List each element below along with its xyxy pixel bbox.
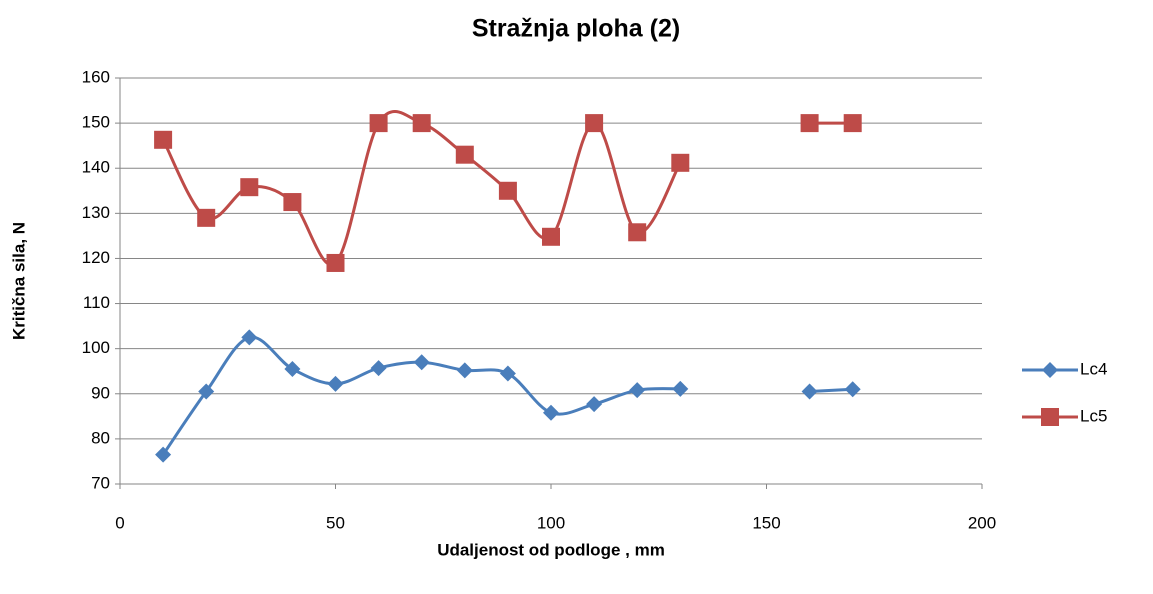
- data-point: [456, 362, 473, 379]
- x-tick-label: 0: [115, 513, 124, 532]
- chart-title: Stražnja ploha (2): [472, 15, 680, 43]
- data-point: [499, 365, 516, 382]
- series-line: [161, 335, 853, 456]
- y-tick-label: 120: [82, 248, 110, 267]
- legend-marker: [1041, 408, 1059, 426]
- data-point: [198, 383, 215, 400]
- x-tick-label: 150: [752, 513, 780, 532]
- x-axis-label: Udaljenost od podloge , mm: [437, 540, 665, 559]
- y-tick-label: 130: [82, 203, 110, 222]
- legend-label: Lc5: [1080, 406, 1107, 425]
- y-tick-label: 70: [91, 473, 110, 492]
- data-point: [241, 329, 258, 346]
- data-point: [800, 114, 819, 133]
- data-point: [413, 354, 430, 371]
- y-tick-label: 140: [82, 158, 110, 177]
- data-point: [672, 380, 689, 397]
- data-point: [586, 396, 603, 413]
- y-tick-label: 150: [82, 113, 110, 132]
- data-point: [240, 178, 259, 197]
- legend-label: Lc4: [1080, 359, 1107, 378]
- y-tick-label: 100: [82, 338, 110, 357]
- y-tick-label: 160: [82, 67, 110, 86]
- y-axis-label: Kritična sila, N: [9, 222, 28, 340]
- y-tick-label: 110: [83, 293, 110, 312]
- data-point: [327, 375, 344, 392]
- data-point: [801, 383, 818, 400]
- y-tick-label: 90: [91, 383, 110, 402]
- data-point: [155, 446, 172, 463]
- data-point: [154, 130, 173, 149]
- data-point: [843, 114, 862, 133]
- legend-marker: [1042, 362, 1058, 378]
- data-point: [370, 360, 387, 377]
- data-point: [628, 223, 647, 242]
- data-point: [498, 181, 517, 200]
- x-tick-label: 100: [537, 513, 565, 532]
- data-point: [844, 381, 861, 398]
- data-point: [412, 114, 431, 133]
- data-point: [326, 253, 345, 272]
- y-tick-label: 80: [91, 428, 110, 447]
- data-point: [543, 404, 559, 421]
- data-point: [671, 153, 690, 172]
- data-point: [283, 193, 302, 212]
- data-point: [542, 227, 560, 246]
- data-point: [284, 360, 301, 377]
- data-point: [197, 208, 216, 227]
- x-tick-label: 200: [968, 513, 996, 532]
- data-point: [455, 145, 474, 164]
- x-tick-label: 50: [326, 513, 345, 532]
- data-point: [629, 382, 646, 399]
- data-point: [585, 114, 604, 133]
- data-point: [369, 114, 388, 133]
